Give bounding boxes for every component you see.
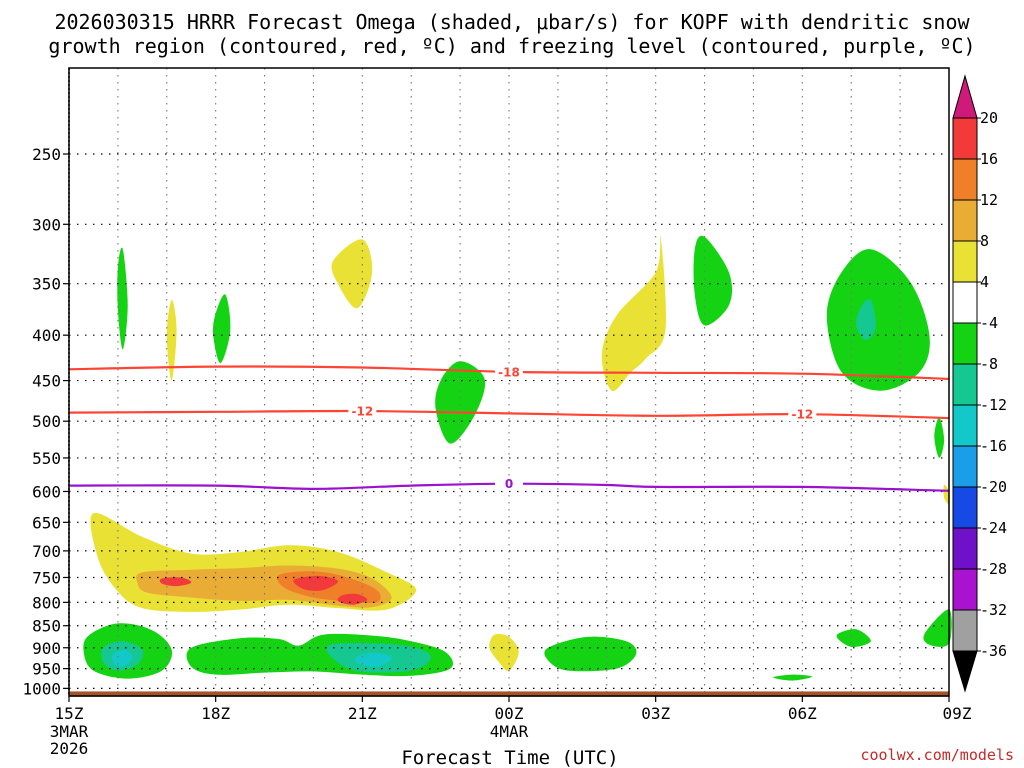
- y-tick-label-600: 600: [32, 482, 61, 501]
- y-tick-label-800: 800: [32, 593, 61, 612]
- colorbar-swatch: [952, 486, 978, 529]
- y-tick-label-950: 950: [32, 660, 61, 679]
- y-tick-label-650: 650: [32, 513, 61, 532]
- colorbar-swatch: [952, 322, 978, 365]
- colorbar-label-16: 16: [980, 150, 998, 168]
- colorbar-swatch: [952, 158, 978, 201]
- colorbar-swatch: [952, 199, 978, 242]
- contour-label-dgz-minus12-1: -12: [351, 405, 373, 419]
- colorbar-swatch: [952, 527, 978, 570]
- y-tick-label-750: 750: [32, 568, 61, 587]
- colorbar-top-triangle: [952, 74, 978, 119]
- shaded-up-max-red-3: [159, 577, 192, 587]
- x-tick-label-18Z: 18Z: [201, 704, 230, 723]
- chart-title-line2: growth region (contoured, red, ºC) and f…: [48, 34, 975, 58]
- contour-label-bg: [495, 476, 523, 491]
- colorbar-swatch: [952, 240, 978, 283]
- contour-label-dgz-minus18-1: -18: [498, 365, 520, 379]
- colorbar-label-4: 4: [980, 273, 989, 291]
- colorbar-label--32: -32: [980, 601, 1007, 619]
- colorbar-swatch: [952, 281, 978, 324]
- y-tick-label-900: 900: [32, 639, 61, 658]
- credit-text: coolwx.com/models: [860, 746, 1014, 764]
- pressure-axis: 250 300 350 400 450 500 550 600 650 700 750 800 850 9…: [22, 145, 69, 698]
- x-axis-label: Forecast Time (UTC): [401, 747, 618, 768]
- shaded-down-blob-3z: [693, 235, 733, 326]
- colorbar-label--16: -16: [980, 437, 1007, 455]
- x-date-label-3MAR: 3MAR: [50, 722, 89, 741]
- shaded-up-max-red-1: [293, 575, 338, 591]
- colorbar-swatch: [952, 117, 978, 160]
- omega-shading: [83, 235, 952, 681]
- y-tick-label-700: 700: [32, 542, 61, 561]
- grid-lines: [69, 68, 949, 696]
- shaded-down-blob-7z-inner: [855, 298, 876, 341]
- temperature-contours: -18 -12 -12 0: [68, 364, 950, 492]
- shaded-up-low-yellow: [489, 633, 519, 671]
- colorbar-label--12: -12: [980, 396, 1007, 414]
- colorbar-swatch: [952, 568, 978, 611]
- shaded-down-thin-2: [212, 294, 231, 364]
- y-tick-label-550: 550: [32, 449, 61, 468]
- shaded-up-max-red-2: [337, 593, 368, 605]
- x-tick-label-03Z: 03Z: [641, 704, 670, 723]
- colorbar-label--36: -36: [980, 642, 1007, 660]
- x-tick-label-21Z: 21Z: [348, 704, 377, 723]
- colorbar-label--28: -28: [980, 560, 1007, 578]
- shaded-down-thin-1: [117, 247, 128, 350]
- shaded-down-thin-8z: [934, 417, 945, 458]
- y-tick-label-350: 350: [32, 275, 61, 294]
- y-tick-label-500: 500: [32, 412, 61, 431]
- colorbar-label-12: 12: [980, 191, 998, 209]
- y-tick-label-850: 850: [32, 617, 61, 636]
- colorbar: 20 16 12 8 4 -4 -8 -12 -16 -20 -24 -28 -32 -36: [952, 74, 1007, 693]
- colorbar-label--4: -4: [980, 314, 998, 332]
- shaded-up-upper-yellow: [331, 239, 373, 309]
- colorbar-label--20: -20: [980, 478, 1007, 496]
- x-tick-label-06Z: 06Z: [788, 704, 817, 723]
- shaded-up-midday-yellow: [601, 235, 667, 392]
- contour-label-dgz-minus12-2: -12: [791, 408, 813, 422]
- shaded-down-lower-1-core: [111, 649, 133, 667]
- shaded-down-lower-2-core: [355, 652, 392, 667]
- colorbar-swatch: [952, 609, 978, 652]
- x-date-label-4MAR: 4MAR: [490, 722, 529, 741]
- shaded-down-low-6z: [773, 674, 813, 681]
- y-tick-label-450: 450: [32, 372, 61, 391]
- colorbar-swatch: [952, 445, 978, 488]
- contour-label-bg: [495, 364, 523, 379]
- y-tick-label-300: 300: [32, 215, 61, 234]
- contour-label-bg: [348, 404, 377, 419]
- shaded-down-lower-3: [544, 636, 637, 672]
- colorbar-bottom-triangle: [952, 650, 978, 693]
- shaded-down-low-7z: [836, 629, 871, 648]
- colorbar-label-8: 8: [980, 232, 989, 250]
- contour-label-freezing-level-0-1: 0: [505, 477, 513, 491]
- ground-band: [69, 691, 949, 697]
- x-tick-label-00Z: 00Z: [495, 704, 524, 723]
- colorbar-label--8: -8: [980, 355, 998, 373]
- y-tick-label-1000: 1000: [22, 679, 61, 698]
- colorbar-swatch: [952, 404, 978, 447]
- shaded-down-mid: [435, 361, 486, 444]
- x-tick-label-15Z: 15Z: [55, 704, 84, 723]
- contour-label-bg: [788, 407, 817, 422]
- x-tick-label-09Z: 09Z: [943, 704, 972, 723]
- shaded-down-low-9z: [923, 609, 952, 647]
- shaded-up-thin-yellow: [166, 299, 177, 381]
- x-date-label-2026: 2026: [50, 739, 89, 758]
- colorbar-label--24: -24: [980, 519, 1007, 537]
- y-tick-label-400: 400: [32, 326, 61, 345]
- chart-title-line1: 2026030315 HRRR Forecast Omega (shaded, …: [54, 10, 970, 34]
- colorbar-label-20: 20: [980, 109, 998, 127]
- shaded-down-blob-7z: [826, 249, 930, 391]
- colorbar-swatch: [952, 363, 978, 406]
- y-tick-label-250: 250: [32, 145, 61, 164]
